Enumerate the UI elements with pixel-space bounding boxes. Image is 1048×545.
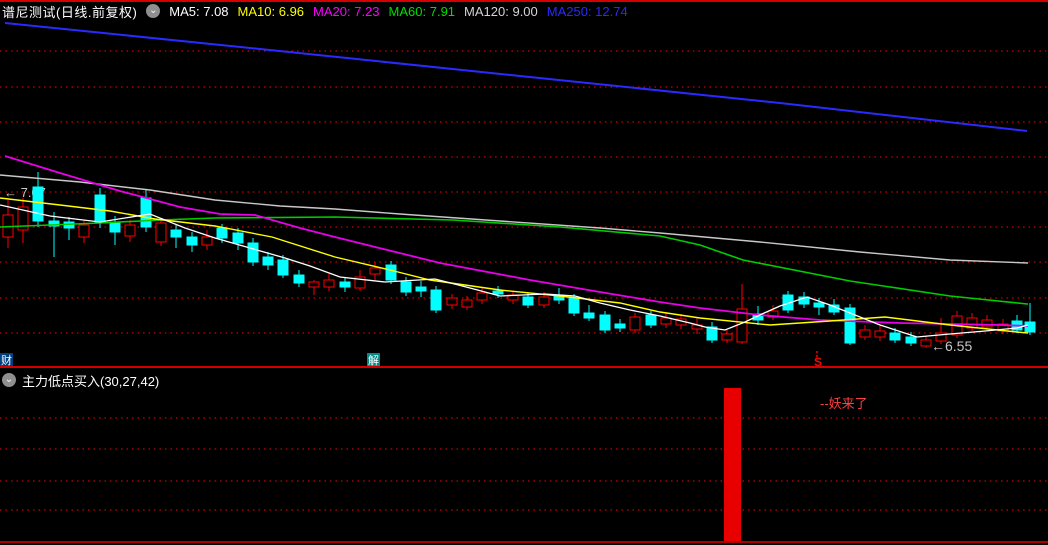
ma-values-row: MA5: 7.08 MA10: 6.96 MA20: 7.23 MA60: 7.91 M… — [169, 4, 636, 19]
main-chart-header: 谱尼测试(日线.前复权) ⌄ MA5: 7.08 MA10: 6.96 MA20: … — [2, 0, 637, 22]
candle — [461, 299, 473, 308]
candle — [538, 296, 550, 306]
ma-value: MA120: 9.00 — [464, 3, 538, 19]
stock-title: 谱尼测试(日线.前复权) — [2, 4, 138, 20]
candle — [201, 236, 213, 246]
chevron-down-icon[interactable]: ⌄ — [2, 373, 16, 387]
candle — [216, 227, 228, 239]
candle — [767, 310, 779, 318]
candle — [430, 289, 442, 311]
candle — [140, 197, 152, 228]
candle — [385, 264, 397, 281]
candle — [645, 314, 657, 326]
candle — [813, 302, 825, 308]
candle — [293, 274, 305, 284]
candle — [124, 224, 136, 237]
candle — [583, 312, 595, 319]
signal-bar — [724, 388, 741, 542]
candle — [247, 242, 259, 263]
ma-line-ma250 — [4, 22, 1028, 132]
candle — [48, 220, 60, 227]
candle — [17, 206, 29, 231]
candle — [981, 319, 993, 328]
candle — [935, 332, 947, 342]
candle — [522, 296, 534, 306]
candle — [721, 333, 733, 341]
ma-line-ma60 — [0, 216, 1028, 305]
candle — [905, 336, 917, 344]
ma-line-ma120 — [0, 174, 1029, 264]
candle — [170, 229, 182, 238]
candle — [277, 259, 289, 276]
sub-indicator-layer: --妖来了 — [724, 388, 868, 542]
candle — [155, 222, 167, 243]
sub-indicator-header: ⌄ 主力低点买入(30,27,42) — [2, 371, 159, 389]
price-label-over: ←6.55 — [931, 338, 972, 354]
candle — [889, 332, 901, 341]
ma-value: MA5: 7.08 — [169, 3, 229, 19]
candle — [1024, 321, 1036, 333]
candle — [568, 297, 580, 314]
candle — [874, 330, 886, 338]
sub-annotation: --妖来了 — [820, 396, 868, 411]
candle — [446, 297, 458, 306]
candle — [323, 279, 335, 288]
candle — [798, 296, 810, 305]
ma-value: MA10: 6.96 — [237, 3, 305, 19]
candle — [186, 236, 198, 246]
candle — [782, 294, 794, 311]
candle — [400, 281, 412, 293]
ma-value: MA60: 7.91 — [388, 3, 456, 19]
candle — [492, 290, 504, 295]
tag-box — [367, 353, 380, 367]
candle — [232, 232, 244, 244]
candle — [859, 329, 871, 338]
candle — [94, 194, 106, 223]
ma-lines-layer — [0, 22, 1029, 338]
chevron-down-icon[interactable]: ⌄ — [146, 4, 161, 18]
candle — [354, 276, 366, 289]
candle — [415, 286, 427, 292]
sub-indicator-title: 主力低点买入(30,27,42) — [22, 373, 160, 389]
ma-line-ma10 — [0, 197, 1029, 334]
low-price-label: ←6.55 — [931, 338, 972, 354]
candle — [920, 339, 932, 347]
candle — [262, 256, 274, 266]
candle — [614, 323, 626, 329]
candle — [476, 292, 488, 301]
candle — [599, 314, 611, 331]
signal-s-marker: S — [814, 355, 822, 369]
ma-line-ma5 — [0, 204, 1029, 338]
ma-value: MA20: 7.23 — [313, 3, 380, 19]
candle — [109, 221, 121, 233]
candle — [706, 326, 718, 341]
candle — [78, 224, 90, 238]
candle — [308, 281, 320, 288]
candles-layer — [2, 172, 1036, 348]
grid-lines — [0, 50, 1048, 511]
candle — [32, 186, 44, 222]
tag-text: 解 — [368, 353, 379, 367]
candle — [660, 317, 672, 325]
candle — [369, 267, 381, 275]
candle — [844, 307, 856, 344]
tag-box — [0, 353, 13, 367]
candle — [629, 316, 641, 331]
ma-value: MA250: 12.74 — [546, 3, 628, 19]
candle — [339, 281, 351, 288]
tag-text: 财 — [1, 353, 12, 367]
